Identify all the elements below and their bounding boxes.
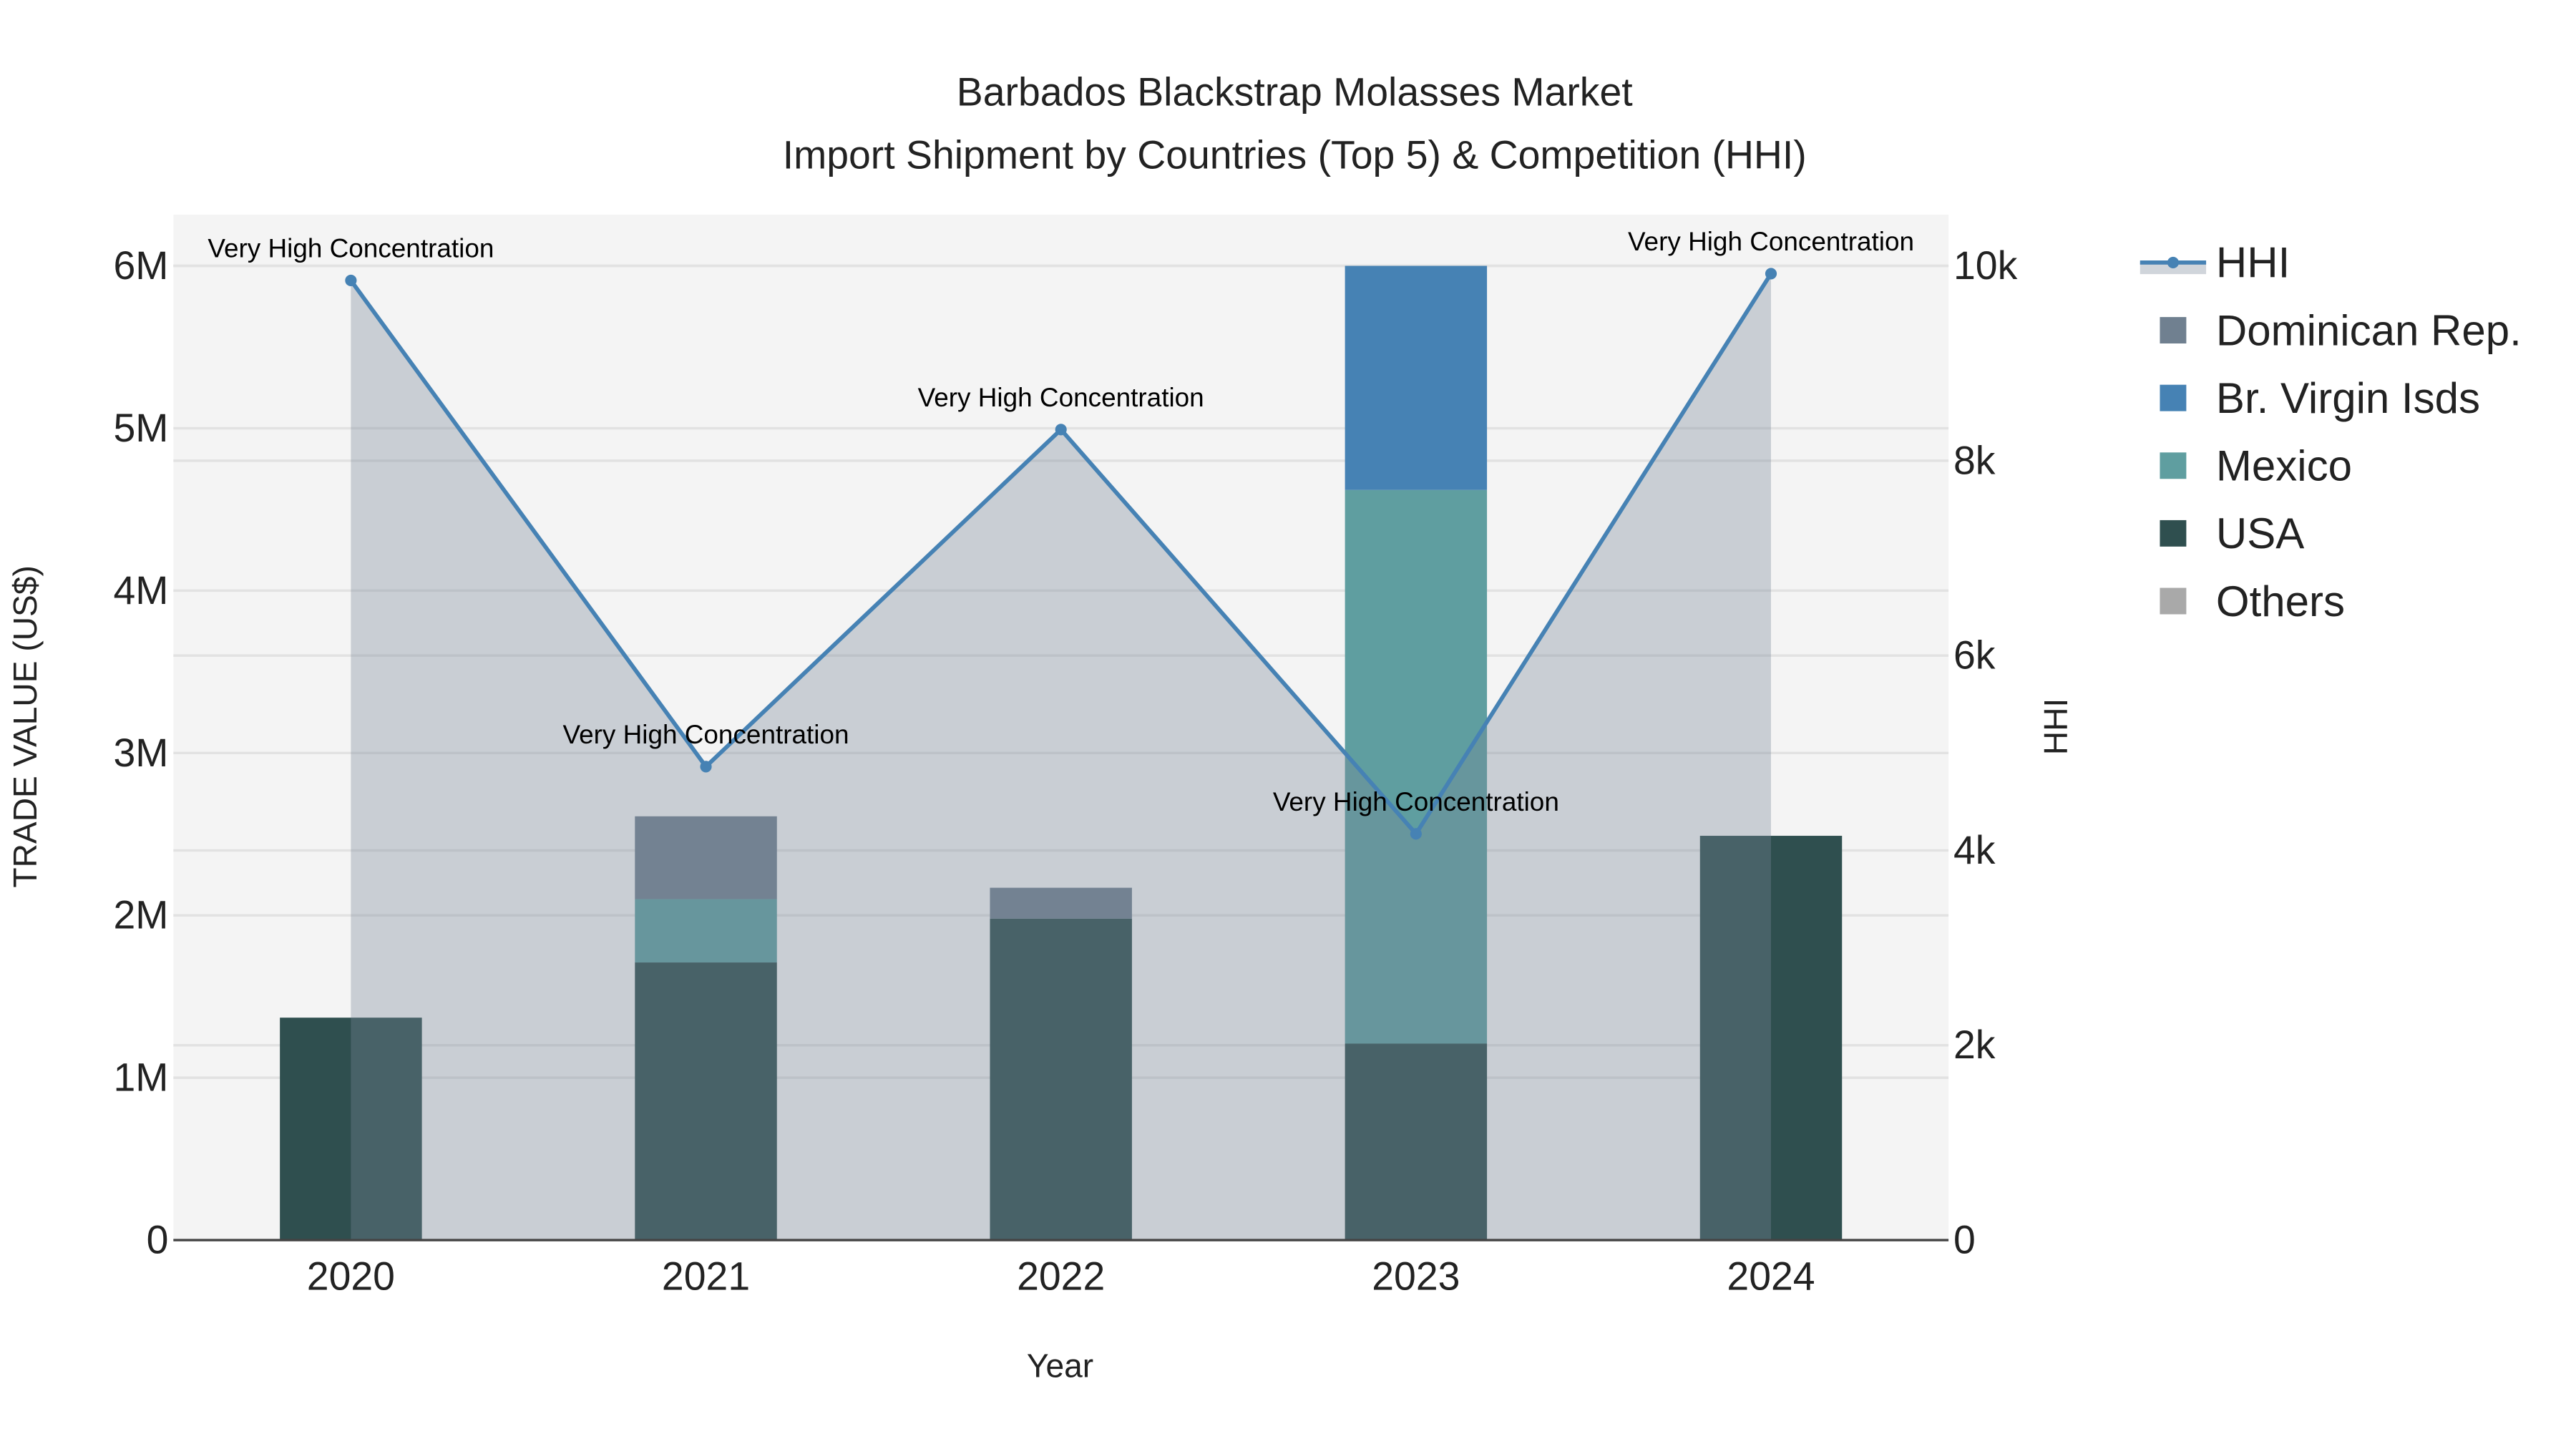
legend-label: Dominican Rep.: [2216, 306, 2522, 354]
chart-subtitle: Import Shipment by Countries (Top 5) & C…: [783, 132, 1807, 177]
bar-br-virgin-isds: [1345, 265, 1488, 490]
bar-dominican-rep-: [990, 887, 1132, 919]
y-tick-label: 4M: [113, 568, 168, 613]
legend-label: HHI: [2216, 239, 2290, 287]
hhi-annotation: Very High Concentration: [1273, 787, 1559, 816]
x-axis-title: Year: [1027, 1347, 1093, 1385]
y2-tick-label: 6k: [1953, 633, 1996, 678]
bars: [280, 265, 1843, 1241]
hhi-area: [351, 273, 1771, 1241]
bar-usa: [1699, 836, 1843, 1241]
y2-tick-label: 10k: [1953, 243, 2018, 288]
chart-title: Barbados Blackstrap Molasses Market: [957, 70, 1633, 114]
y-tick-label: 6M: [113, 243, 168, 288]
legend-swatch: [2160, 452, 2187, 479]
y-tick-label: 0: [147, 1218, 169, 1262]
hhi-annotation: Very High Concentration: [208, 234, 494, 263]
y2-tick-label: 0: [1953, 1218, 1976, 1262]
bar-usa: [990, 918, 1132, 1241]
hhi-annotation: Very High Concentration: [918, 383, 1204, 412]
hhi-point: [1410, 828, 1422, 840]
legend-item[interactable]: USA: [2160, 509, 2304, 557]
y-tick-label: 1M: [113, 1055, 168, 1100]
y2-tick-label: 2k: [1953, 1023, 1996, 1067]
legend-label: USA: [2216, 509, 2304, 557]
legend-swatch: [2160, 587, 2187, 615]
hhi-point: [700, 761, 712, 773]
legend-swatch: [2160, 384, 2187, 411]
legend-label: Others: [2216, 577, 2345, 625]
y-axis-title: TRADE VALUE (US$): [6, 565, 44, 887]
y2-tick-label: 4k: [1953, 828, 1996, 872]
legend-label: Br. Virgin Isds: [2216, 374, 2480, 422]
legend-item[interactable]: Br. Virgin Isds: [2160, 374, 2480, 422]
legend-item[interactable]: Mexico: [2160, 442, 2352, 490]
hhi-point: [345, 274, 357, 287]
y2-tick-label: 8k: [1953, 438, 1996, 482]
bar-mexico: [635, 899, 777, 963]
hhi-series: Very High Concentration Very High Concent…: [208, 227, 1914, 1241]
legend-swatch: [2160, 317, 2187, 343]
hhi-point: [1765, 268, 1777, 280]
legend-item[interactable]: Dominican Rep.: [2160, 306, 2522, 354]
x-tick-label: 2020: [307, 1254, 395, 1298]
axes: 0 1M 2M 3M 4M 5M 6M 0 2k 4k 6k 8k 10k 2020 2021 2022 202…: [113, 243, 2017, 1298]
hhi-annotation: Very High Concentration: [1628, 227, 1914, 256]
legend-hhi-marker: [2167, 256, 2179, 268]
y2-axis-title: HHI: [2037, 698, 2074, 755]
y-tick-label: 3M: [113, 731, 168, 775]
x-tick-label: 2022: [1017, 1254, 1105, 1298]
y-tick-label: 5M: [113, 406, 168, 450]
legend-item[interactable]: Others: [2160, 577, 2345, 625]
x-tick-label: 2023: [1372, 1254, 1460, 1298]
bar-usa: [280, 1018, 422, 1241]
y-tick-label: 2M: [113, 893, 168, 937]
hhi-point: [1055, 424, 1067, 436]
x-tick-label: 2024: [1727, 1254, 1815, 1298]
bar-usa: [1345, 1043, 1488, 1241]
legend: HHI Dominican Rep. Br. Virgin Isds Mexico US…: [2140, 239, 2522, 625]
bar-usa: [635, 962, 777, 1241]
bar-mexico: [1345, 489, 1488, 1044]
bar-dominican-rep-: [635, 816, 777, 899]
legend-swatch: [2160, 519, 2187, 547]
legend-label: Mexico: [2216, 442, 2352, 490]
x-tick-label: 2021: [662, 1254, 750, 1298]
hhi-annotation: Very High Concentration: [563, 720, 849, 749]
legend-item[interactable]: HHI: [2140, 239, 2290, 287]
